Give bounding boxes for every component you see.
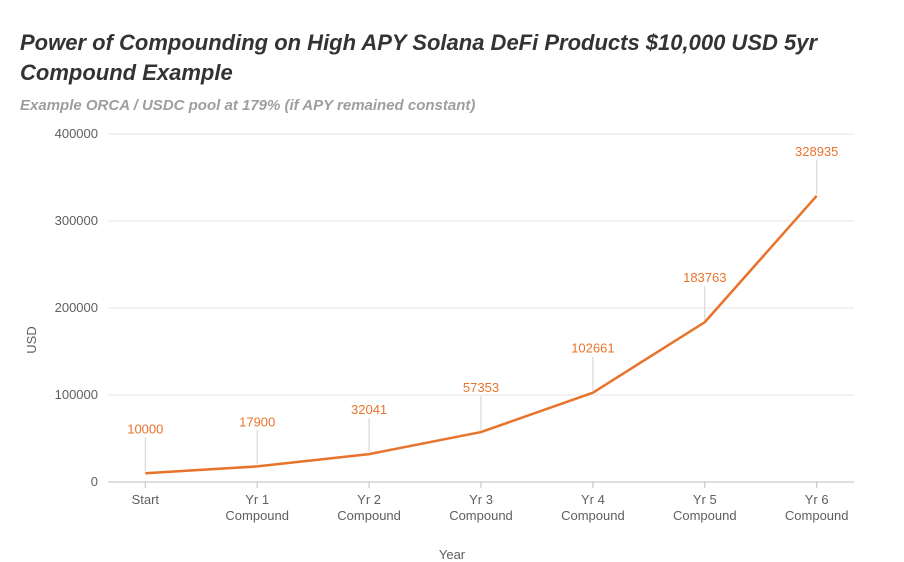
svg-text:Compound: Compound bbox=[785, 508, 849, 523]
svg-text:102661: 102661 bbox=[571, 341, 614, 356]
svg-text:Start: Start bbox=[132, 492, 160, 507]
svg-text:300000: 300000 bbox=[55, 213, 98, 228]
svg-text:32041: 32041 bbox=[351, 402, 387, 417]
svg-text:400000: 400000 bbox=[55, 126, 98, 141]
svg-text:Compound: Compound bbox=[337, 508, 401, 523]
svg-text:200000: 200000 bbox=[55, 300, 98, 315]
x-axis-label: Year bbox=[439, 547, 465, 562]
chart-container: Power of Compounding on High APY Solana … bbox=[0, 0, 904, 558]
svg-text:183763: 183763 bbox=[683, 271, 726, 286]
chart-area: USD Year 0100000200000300000400000StartY… bbox=[20, 120, 884, 560]
svg-text:10000: 10000 bbox=[127, 422, 163, 437]
svg-text:Yr 6: Yr 6 bbox=[805, 492, 829, 507]
svg-text:Yr 5: Yr 5 bbox=[693, 492, 717, 507]
svg-text:Yr 1: Yr 1 bbox=[245, 492, 269, 507]
svg-text:0: 0 bbox=[91, 474, 98, 489]
svg-text:Compound: Compound bbox=[673, 508, 737, 523]
svg-text:328935: 328935 bbox=[795, 144, 838, 159]
svg-text:Compound: Compound bbox=[561, 508, 625, 523]
svg-text:100000: 100000 bbox=[55, 387, 98, 402]
svg-text:Yr 2: Yr 2 bbox=[357, 492, 381, 507]
svg-text:Yr 4: Yr 4 bbox=[581, 492, 605, 507]
svg-text:Yr 3: Yr 3 bbox=[469, 492, 493, 507]
svg-text:Compound: Compound bbox=[449, 508, 513, 523]
svg-text:57353: 57353 bbox=[463, 380, 499, 395]
y-axis-label: USD bbox=[24, 327, 39, 354]
chart-title: Power of Compounding on High APY Solana … bbox=[20, 28, 884, 87]
svg-text:17900: 17900 bbox=[239, 415, 275, 430]
chart-subtitle: Example ORCA / USDC pool at 179% (if APY… bbox=[20, 97, 884, 114]
chart-svg: 0100000200000300000400000StartYr 1Compou… bbox=[20, 120, 884, 560]
svg-text:Compound: Compound bbox=[225, 508, 289, 523]
